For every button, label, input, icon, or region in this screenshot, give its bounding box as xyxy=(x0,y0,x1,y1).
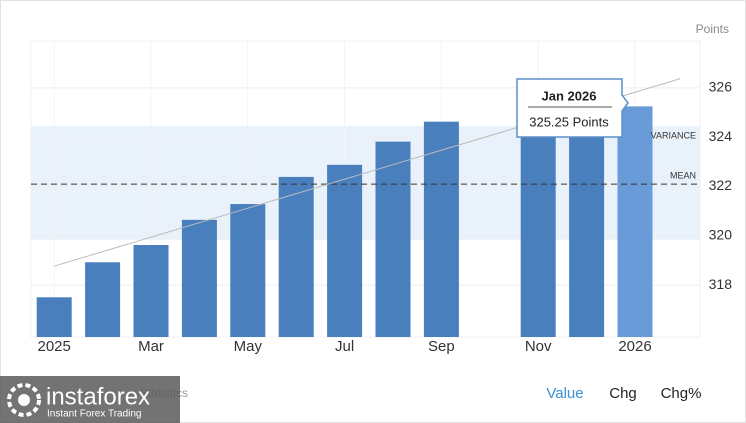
y-tick-label: 326 xyxy=(709,79,733,95)
y-tick-label: 318 xyxy=(709,276,733,292)
bar xyxy=(423,121,459,337)
x-tick-label: Mar xyxy=(138,338,164,355)
bar xyxy=(327,164,363,337)
tooltip-text: 325.25 Points xyxy=(529,114,609,129)
y-tick-label: 320 xyxy=(709,227,733,243)
tooltip: Jan 2026 325.25 Points xyxy=(516,78,629,138)
bar xyxy=(230,204,266,337)
tab[interactable]: Chg% xyxy=(661,385,702,402)
bar xyxy=(617,106,653,337)
x-tick-label: 2026 xyxy=(618,338,651,355)
x-tick-label: Sep xyxy=(428,338,455,355)
mean-label: MEAN xyxy=(670,170,696,180)
bar xyxy=(520,110,556,337)
logo-ring xyxy=(7,383,41,417)
x-tick-label: 2025 xyxy=(38,338,71,355)
y-tick-label: 322 xyxy=(709,177,733,193)
watermark-name: instaforex xyxy=(46,383,150,410)
variance-label: VARIANCE xyxy=(651,130,696,140)
bar xyxy=(36,297,72,337)
bar xyxy=(278,176,314,337)
tab[interactable]: Chg xyxy=(609,385,637,402)
bar xyxy=(133,244,169,337)
watermark-tagline: Instant Forex Trading xyxy=(47,409,142,420)
bar xyxy=(85,262,121,337)
x-tick-label: May xyxy=(234,338,263,355)
tab[interactable]: Value xyxy=(546,385,583,402)
x-tick-label: Jul xyxy=(335,338,354,355)
bar xyxy=(569,107,605,337)
logo-core xyxy=(18,394,30,406)
tooltip-box xyxy=(516,78,629,138)
y-tick-label: 324 xyxy=(709,128,733,144)
bar xyxy=(181,219,217,337)
x-tick-label: Nov xyxy=(525,338,552,355)
tooltip-title: Jan 2026 xyxy=(542,88,597,103)
bar xyxy=(375,141,411,337)
y-axis-label: Points xyxy=(696,22,729,36)
